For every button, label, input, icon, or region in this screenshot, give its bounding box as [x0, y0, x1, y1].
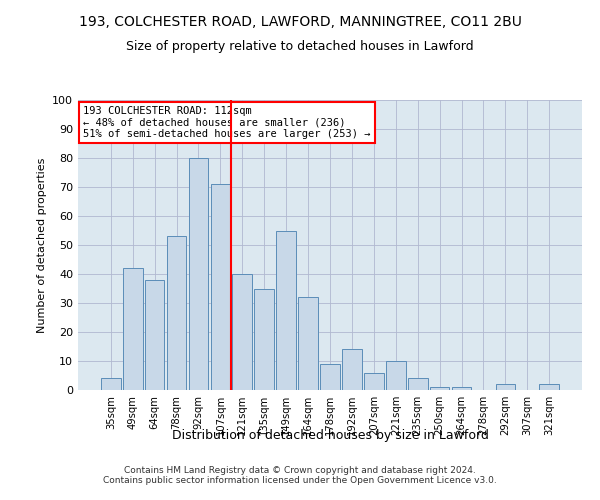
Bar — [364, 372, 384, 390]
Bar — [145, 280, 164, 390]
Bar — [496, 384, 515, 390]
Bar — [276, 230, 296, 390]
Bar — [123, 268, 143, 390]
Bar — [452, 387, 472, 390]
Bar — [101, 378, 121, 390]
Bar — [232, 274, 252, 390]
Bar — [320, 364, 340, 390]
Text: 193, COLCHESTER ROAD, LAWFORD, MANNINGTREE, CO11 2BU: 193, COLCHESTER ROAD, LAWFORD, MANNINGTR… — [79, 15, 521, 29]
Text: Distribution of detached houses by size in Lawford: Distribution of detached houses by size … — [172, 428, 488, 442]
Bar — [298, 297, 318, 390]
Bar — [211, 184, 230, 390]
Bar — [430, 387, 449, 390]
Bar — [408, 378, 428, 390]
Text: 193 COLCHESTER ROAD: 112sqm
← 48% of detached houses are smaller (236)
51% of se: 193 COLCHESTER ROAD: 112sqm ← 48% of det… — [83, 106, 371, 139]
Bar — [188, 158, 208, 390]
Bar — [342, 350, 362, 390]
Text: Contains HM Land Registry data © Crown copyright and database right 2024.
Contai: Contains HM Land Registry data © Crown c… — [103, 466, 497, 485]
Bar — [539, 384, 559, 390]
Text: Size of property relative to detached houses in Lawford: Size of property relative to detached ho… — [126, 40, 474, 53]
Bar — [254, 288, 274, 390]
Bar — [386, 361, 406, 390]
Bar — [167, 236, 187, 390]
Y-axis label: Number of detached properties: Number of detached properties — [37, 158, 47, 332]
